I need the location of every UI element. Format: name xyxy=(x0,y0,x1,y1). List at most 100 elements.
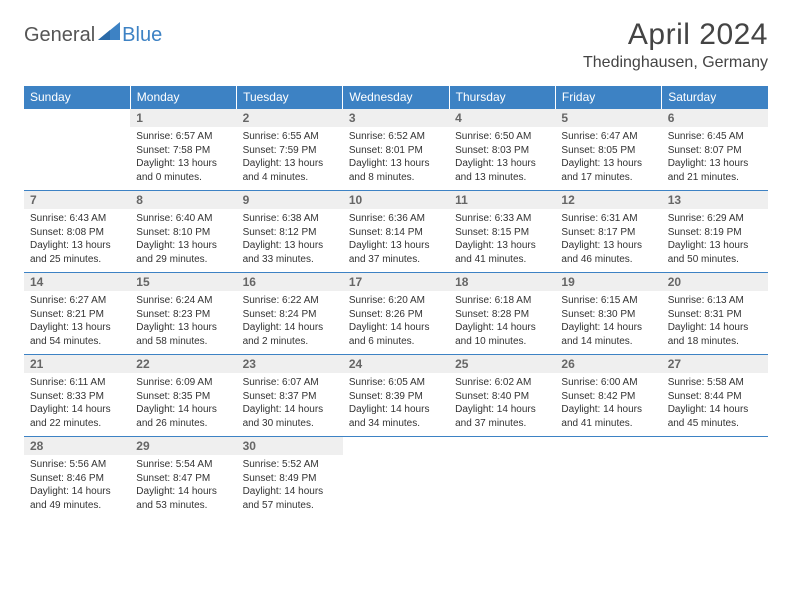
title-block: April 2024 Thedinghausen, Germany xyxy=(583,18,768,72)
calendar-body: 1Sunrise: 6:57 AMSunset: 7:58 PMDaylight… xyxy=(24,109,768,519)
sunset-text: Sunset: 8:24 PM xyxy=(243,308,337,322)
day-cell: 14Sunrise: 6:27 AMSunset: 8:21 PMDayligh… xyxy=(24,273,130,355)
daylight-text: Daylight: 13 hours and 54 minutes. xyxy=(30,321,124,348)
day-cell: 17Sunrise: 6:20 AMSunset: 8:26 PMDayligh… xyxy=(343,273,449,355)
day-content: Sunrise: 6:47 AMSunset: 8:05 PMDaylight:… xyxy=(555,127,661,190)
daylight-text: Daylight: 13 hours and 29 minutes. xyxy=(136,239,230,266)
day-number: 4 xyxy=(449,109,555,127)
day-content: Sunrise: 6:24 AMSunset: 8:23 PMDaylight:… xyxy=(130,291,236,354)
day-number xyxy=(343,437,449,454)
day-number: 10 xyxy=(343,191,449,209)
daylight-text: Daylight: 14 hours and 57 minutes. xyxy=(243,485,337,512)
day-cell: 1Sunrise: 6:57 AMSunset: 7:58 PMDaylight… xyxy=(130,109,236,191)
day-header-wednesday: Wednesday xyxy=(343,86,449,109)
day-number: 1 xyxy=(130,109,236,127)
day-number: 13 xyxy=(662,191,768,209)
sunset-text: Sunset: 8:46 PM xyxy=(30,472,124,486)
sunrise-text: Sunrise: 6:13 AM xyxy=(668,294,762,308)
day-content: Sunrise: 6:40 AMSunset: 8:10 PMDaylight:… xyxy=(130,209,236,272)
sunset-text: Sunset: 8:08 PM xyxy=(30,226,124,240)
day-content: Sunrise: 6:55 AMSunset: 7:59 PMDaylight:… xyxy=(237,127,343,190)
daylight-text: Daylight: 13 hours and 25 minutes. xyxy=(30,239,124,266)
day-number: 17 xyxy=(343,273,449,291)
logo-text-blue: Blue xyxy=(122,24,162,47)
daylight-text: Daylight: 13 hours and 4 minutes. xyxy=(243,157,337,184)
day-number xyxy=(662,437,768,454)
day-content: Sunrise: 5:54 AMSunset: 8:47 PMDaylight:… xyxy=(130,455,236,518)
sunset-text: Sunset: 8:05 PM xyxy=(561,144,655,158)
logo-text-general: General xyxy=(24,24,95,47)
day-cell xyxy=(24,109,130,191)
sunset-text: Sunset: 8:40 PM xyxy=(455,390,549,404)
day-cell: 27Sunrise: 5:58 AMSunset: 8:44 PMDayligh… xyxy=(662,355,768,437)
day-number: 15 xyxy=(130,273,236,291)
daylight-text: Daylight: 13 hours and 50 minutes. xyxy=(668,239,762,266)
day-cell: 15Sunrise: 6:24 AMSunset: 8:23 PMDayligh… xyxy=(130,273,236,355)
day-content xyxy=(343,454,449,510)
week-row: 1Sunrise: 6:57 AMSunset: 7:58 PMDaylight… xyxy=(24,109,768,191)
logo: General Blue xyxy=(24,24,162,47)
sunset-text: Sunset: 8:12 PM xyxy=(243,226,337,240)
sunrise-text: Sunrise: 5:52 AM xyxy=(243,458,337,472)
day-number: 29 xyxy=(130,437,236,455)
daylight-text: Daylight: 14 hours and 53 minutes. xyxy=(136,485,230,512)
daylight-text: Daylight: 14 hours and 14 minutes. xyxy=(561,321,655,348)
day-cell: 28Sunrise: 5:56 AMSunset: 8:46 PMDayligh… xyxy=(24,437,130,519)
day-content: Sunrise: 6:07 AMSunset: 8:37 PMDaylight:… xyxy=(237,373,343,436)
sunrise-text: Sunrise: 6:18 AM xyxy=(455,294,549,308)
day-number: 9 xyxy=(237,191,343,209)
daylight-text: Daylight: 14 hours and 2 minutes. xyxy=(243,321,337,348)
day-cell: 9Sunrise: 6:38 AMSunset: 8:12 PMDaylight… xyxy=(237,191,343,273)
day-number xyxy=(449,437,555,454)
day-cell: 23Sunrise: 6:07 AMSunset: 8:37 PMDayligh… xyxy=(237,355,343,437)
day-number: 6 xyxy=(662,109,768,127)
day-cell: 30Sunrise: 5:52 AMSunset: 8:49 PMDayligh… xyxy=(237,437,343,519)
day-number: 27 xyxy=(662,355,768,373)
day-header-tuesday: Tuesday xyxy=(237,86,343,109)
sunset-text: Sunset: 8:23 PM xyxy=(136,308,230,322)
day-cell: 7Sunrise: 6:43 AMSunset: 8:08 PMDaylight… xyxy=(24,191,130,273)
sunrise-text: Sunrise: 5:58 AM xyxy=(668,376,762,390)
day-number xyxy=(24,109,130,126)
day-cell: 10Sunrise: 6:36 AMSunset: 8:14 PMDayligh… xyxy=(343,191,449,273)
day-content: Sunrise: 5:52 AMSunset: 8:49 PMDaylight:… xyxy=(237,455,343,518)
sunrise-text: Sunrise: 6:22 AM xyxy=(243,294,337,308)
day-content: Sunrise: 6:45 AMSunset: 8:07 PMDaylight:… xyxy=(662,127,768,190)
daylight-text: Daylight: 13 hours and 17 minutes. xyxy=(561,157,655,184)
sunset-text: Sunset: 8:37 PM xyxy=(243,390,337,404)
day-header-sunday: Sunday xyxy=(24,86,130,109)
day-content: Sunrise: 6:05 AMSunset: 8:39 PMDaylight:… xyxy=(343,373,449,436)
sunrise-text: Sunrise: 6:09 AM xyxy=(136,376,230,390)
day-cell: 13Sunrise: 6:29 AMSunset: 8:19 PMDayligh… xyxy=(662,191,768,273)
day-cell: 12Sunrise: 6:31 AMSunset: 8:17 PMDayligh… xyxy=(555,191,661,273)
day-content xyxy=(449,454,555,510)
sunset-text: Sunset: 8:26 PM xyxy=(349,308,443,322)
day-content: Sunrise: 6:36 AMSunset: 8:14 PMDaylight:… xyxy=(343,209,449,272)
daylight-text: Daylight: 14 hours and 22 minutes. xyxy=(30,403,124,430)
day-content: Sunrise: 6:13 AMSunset: 8:31 PMDaylight:… xyxy=(662,291,768,354)
day-cell: 20Sunrise: 6:13 AMSunset: 8:31 PMDayligh… xyxy=(662,273,768,355)
day-cell: 21Sunrise: 6:11 AMSunset: 8:33 PMDayligh… xyxy=(24,355,130,437)
sunrise-text: Sunrise: 6:27 AM xyxy=(30,294,124,308)
day-content xyxy=(662,454,768,510)
sunrise-text: Sunrise: 6:31 AM xyxy=(561,212,655,226)
sunset-text: Sunset: 8:14 PM xyxy=(349,226,443,240)
sunset-text: Sunset: 8:19 PM xyxy=(668,226,762,240)
sunrise-text: Sunrise: 6:15 AM xyxy=(561,294,655,308)
day-cell: 24Sunrise: 6:05 AMSunset: 8:39 PMDayligh… xyxy=(343,355,449,437)
day-cell: 29Sunrise: 5:54 AMSunset: 8:47 PMDayligh… xyxy=(130,437,236,519)
day-cell: 4Sunrise: 6:50 AMSunset: 8:03 PMDaylight… xyxy=(449,109,555,191)
day-number: 21 xyxy=(24,355,130,373)
daylight-text: Daylight: 13 hours and 13 minutes. xyxy=(455,157,549,184)
sunrise-text: Sunrise: 6:38 AM xyxy=(243,212,337,226)
sunset-text: Sunset: 8:10 PM xyxy=(136,226,230,240)
day-cell: 19Sunrise: 6:15 AMSunset: 8:30 PMDayligh… xyxy=(555,273,661,355)
sunrise-text: Sunrise: 6:55 AM xyxy=(243,130,337,144)
day-number: 25 xyxy=(449,355,555,373)
sunrise-text: Sunrise: 6:02 AM xyxy=(455,376,549,390)
day-number: 7 xyxy=(24,191,130,209)
sunset-text: Sunset: 8:21 PM xyxy=(30,308,124,322)
sunrise-text: Sunrise: 6:24 AM xyxy=(136,294,230,308)
sunrise-text: Sunrise: 6:47 AM xyxy=(561,130,655,144)
daylight-text: Daylight: 14 hours and 34 minutes. xyxy=(349,403,443,430)
